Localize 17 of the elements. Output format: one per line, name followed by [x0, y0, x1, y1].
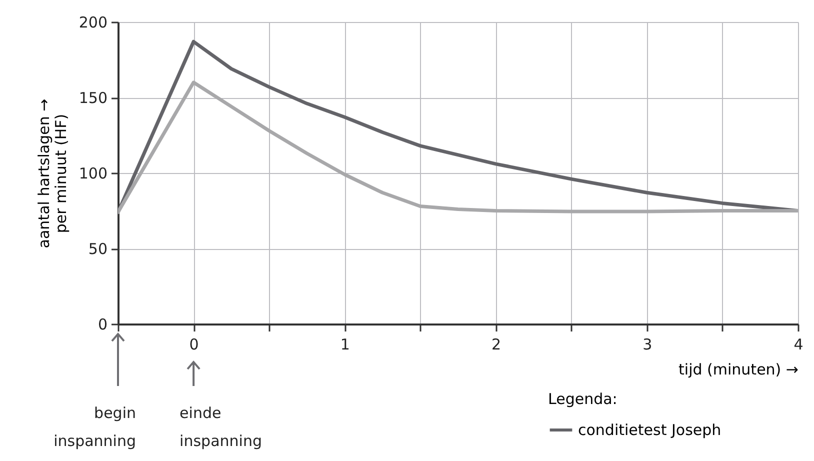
y-axis-title: aantal hartslagen → per minuut (HF): [34, 98, 70, 248]
y-tick-label: 50: [88, 240, 108, 258]
y-tick-label: 100: [78, 164, 108, 182]
x-tick-label: 3: [642, 336, 652, 354]
x-tick-label: 1: [340, 336, 350, 354]
legend-title: Legenda:: [548, 390, 618, 408]
x-axis-title: tijd (minuten) →: [678, 360, 798, 378]
x-tick-label: 2: [492, 336, 502, 354]
x-tick-label: 0: [189, 336, 199, 354]
text: begin inspanning: [54, 404, 136, 450]
legend-label: conditietest Joseph: [578, 421, 722, 439]
y-tick-label: 0: [98, 316, 108, 334]
text: einde inspanning: [180, 404, 262, 450]
x-tick-label: 4: [794, 336, 804, 354]
y-tick-label: 200: [78, 14, 108, 32]
y-tick-label: 150: [78, 89, 108, 107]
line-series: [118, 80, 798, 214]
